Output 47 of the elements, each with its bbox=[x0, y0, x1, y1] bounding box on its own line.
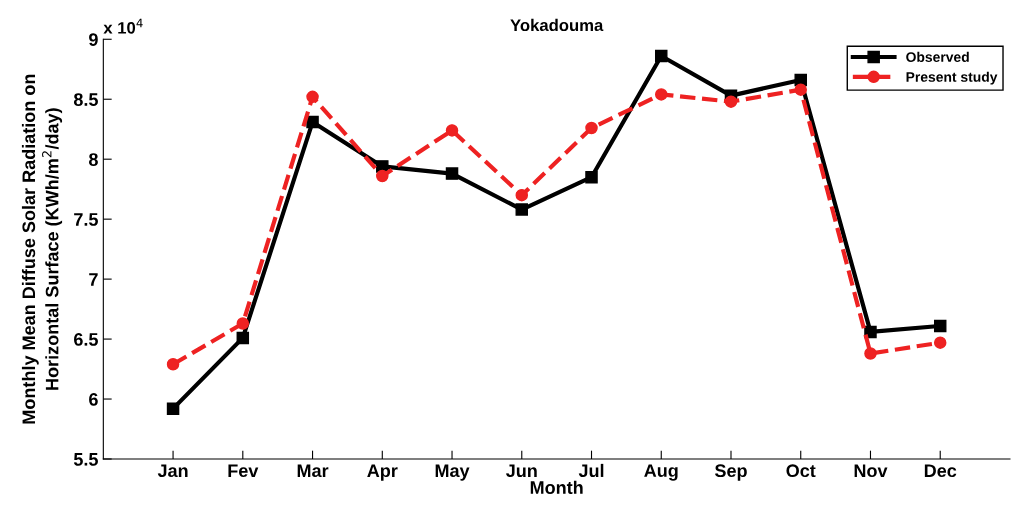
point bbox=[376, 169, 389, 183]
point bbox=[445, 167, 459, 180]
x-axis-title: Month bbox=[530, 480, 583, 494]
point bbox=[794, 83, 807, 96]
point bbox=[306, 115, 319, 129]
text: x 10$^{4}$ bbox=[103, 18, 143, 34]
y-tick-label: 7.5 bbox=[74, 213, 98, 226]
point bbox=[166, 402, 180, 415]
y-tick-label: 6.5 bbox=[74, 333, 98, 346]
point bbox=[933, 336, 947, 349]
point bbox=[724, 95, 738, 108]
x-tick-label: Aug bbox=[644, 464, 678, 481]
y-tick-label: 5.5 bbox=[73, 453, 98, 466]
legend-label: Present study bbox=[906, 71, 998, 85]
point bbox=[655, 49, 668, 63]
legend-label: Observed bbox=[906, 51, 969, 62]
point bbox=[236, 317, 250, 330]
point bbox=[585, 170, 598, 184]
y-axis-title: Monthly Mean Diffuse Solar Radiation on Horizontal Surface (KWh/m$^{2}$/day) bbox=[21, 74, 63, 424]
x-tick-label: May bbox=[435, 464, 470, 481]
chart-title: Yokadouma bbox=[510, 18, 604, 32]
x-tick-label: Nov bbox=[854, 464, 888, 478]
point bbox=[236, 331, 250, 345]
x-tick-label: Mar bbox=[297, 464, 329, 478]
x-tick-label: Sep bbox=[714, 464, 747, 481]
x-tick-label: Jun bbox=[506, 464, 537, 478]
point bbox=[585, 121, 598, 135]
point bbox=[655, 88, 668, 101]
y-tick-label: 6 bbox=[89, 392, 98, 406]
y-tick-label: 8 bbox=[89, 153, 98, 166]
point bbox=[166, 358, 180, 371]
x-tick-label: Dec bbox=[924, 464, 957, 478]
y-tick-label: 7 bbox=[89, 273, 98, 286]
point bbox=[445, 124, 459, 137]
point bbox=[306, 90, 319, 104]
x-tick-label: Jan bbox=[157, 464, 188, 478]
y-tick-label: 9 bbox=[89, 33, 98, 46]
y-tick-label: 8.5 bbox=[73, 93, 98, 106]
point bbox=[515, 188, 529, 202]
x-tick-label: Oct bbox=[786, 464, 816, 478]
point bbox=[864, 347, 877, 360]
point bbox=[864, 325, 877, 339]
point bbox=[933, 319, 947, 333]
point bbox=[515, 203, 529, 216]
x-tick-label: Apr bbox=[367, 464, 398, 481]
x-tick-label: Fev bbox=[228, 464, 259, 478]
x-tick-label: Jul bbox=[578, 463, 604, 478]
